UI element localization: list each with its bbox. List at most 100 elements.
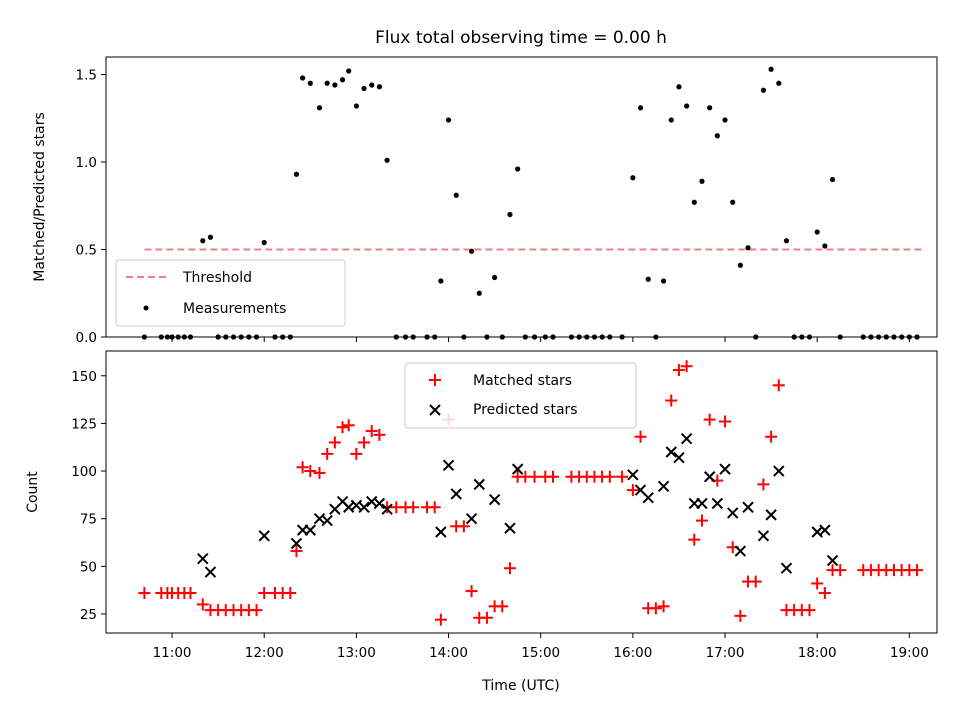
predicted-stars-point [780, 562, 793, 574]
measurement-point [332, 82, 338, 88]
measurement-point [339, 77, 346, 83]
matched-stars-point [719, 415, 732, 428]
matched-stars-point [313, 466, 326, 479]
predicted-stars-point [435, 526, 447, 538]
bottom-axes-frame [105, 350, 938, 634]
matched-stars-point [818, 586, 831, 599]
measurement-point [645, 276, 651, 282]
predicted-stars-point [258, 530, 270, 542]
predicted-stars-point [765, 509, 777, 521]
measurement-point [324, 80, 330, 86]
matched-stars-point [496, 600, 509, 613]
matched-stars-point [350, 447, 363, 460]
matched-stars-point [336, 421, 349, 434]
top-y-axis-label: Matched/Predicted stars [32, 112, 48, 282]
measurement-point [699, 178, 705, 184]
predicted-stars-point [726, 507, 739, 519]
x-tick-label: 13:00 [337, 645, 376, 661]
matched-stars-point [657, 600, 670, 613]
matched-stars-point [757, 478, 770, 491]
bottom-legend-box [404, 362, 637, 429]
top-axes: 0.0 0.5 1.0 1.5 Matched/Predicted stars Thr… [32, 56, 938, 346]
top-legend-box [115, 259, 346, 327]
matched-stars-point [428, 501, 441, 514]
measurement-point [630, 175, 636, 181]
matched-stars-point [184, 586, 197, 599]
x-tick-label: 17:00 [706, 645, 745, 661]
measurement-point [515, 166, 521, 172]
matched-stars-point [665, 394, 678, 407]
chart-title: Flux total observing time = 0.00 h [375, 28, 667, 48]
predicted-stars-point [488, 493, 501, 506]
measurement-point [307, 80, 313, 86]
predicted-stars-point [657, 480, 670, 492]
predicted-stars-point [290, 537, 303, 550]
matched-stars-point [803, 604, 816, 617]
matched-stars-point [503, 562, 516, 575]
measurement-point [637, 105, 644, 111]
matched-stars-point [465, 585, 478, 598]
matched-stars-point [528, 470, 541, 483]
y-tick-label: 1.0 [76, 155, 97, 171]
measurement-point [476, 290, 482, 296]
predicted-stars-point [442, 459, 455, 472]
x-tick-label: 16:00 [613, 645, 652, 661]
threshold-legend-label: Threshold [182, 270, 252, 286]
x-tick-label: 19:00 [890, 645, 929, 661]
measurement-point [369, 82, 375, 88]
measurement-point [714, 133, 720, 139]
matched-stars-point [749, 575, 762, 588]
measurements-legend-label: Measurements [183, 301, 286, 317]
predicted-legend-label: Predicted stars [473, 402, 578, 418]
matched-stars-point [616, 470, 629, 483]
measurement-point [507, 211, 513, 218]
measurement-point [760, 87, 767, 93]
measurement-point [668, 117, 674, 123]
x-tick-label: 14:00 [429, 645, 468, 661]
matched-stars-point [358, 436, 371, 449]
predicted-stars-point [696, 497, 708, 510]
measurement-point [822, 243, 828, 249]
predicted-stars-point [627, 469, 639, 481]
top-legend: Threshold Measurements [115, 259, 346, 327]
predicted-stars-point [719, 463, 731, 475]
predicted-stars-point [511, 463, 524, 475]
bottom-legend: Matched stars Predicted stars [404, 362, 637, 429]
matched-stars-point [811, 577, 824, 590]
matched-stars-point [138, 586, 151, 599]
measurement-point [316, 105, 323, 111]
bottom-y-axis-label: Count [25, 471, 41, 513]
matched-stars-point [626, 484, 639, 497]
predicted-stars-point [642, 492, 654, 504]
x-tick-label: 12:00 [245, 645, 284, 661]
x-tick-label: 11:00 [153, 645, 192, 661]
predicted-stars-point [819, 524, 831, 536]
y-tick-label: 150 [71, 369, 97, 385]
matched-stars-point [680, 360, 693, 373]
y-tick-label: 1.5 [76, 68, 97, 84]
matched-stars-point [258, 586, 271, 599]
measurement-point [814, 229, 820, 235]
matched-stars-point [407, 501, 420, 514]
predicted-stars-point [734, 545, 747, 557]
predicted-stars-point [373, 497, 386, 510]
measurement-point [384, 157, 390, 163]
predicted-stars-point [742, 501, 754, 513]
predicted-stars-point [450, 488, 462, 500]
y-tick-label: 125 [71, 416, 97, 432]
matched-stars-point [321, 447, 334, 460]
matched-stars-point [734, 609, 747, 622]
predicted-stars-point [504, 522, 516, 534]
measurement-point [676, 84, 682, 90]
predicted-stars-point [321, 514, 333, 527]
x-tick-label: 18:00 [798, 645, 837, 661]
matched-stars-point [546, 470, 559, 483]
matched-stars-point [649, 602, 662, 615]
measurement-point [768, 66, 774, 72]
top-axes-frame [105, 56, 938, 338]
matched-stars-point [434, 613, 447, 626]
measurement-point [200, 238, 206, 244]
predicted-stars-point [703, 471, 716, 483]
matched-stars-point [603, 470, 616, 483]
